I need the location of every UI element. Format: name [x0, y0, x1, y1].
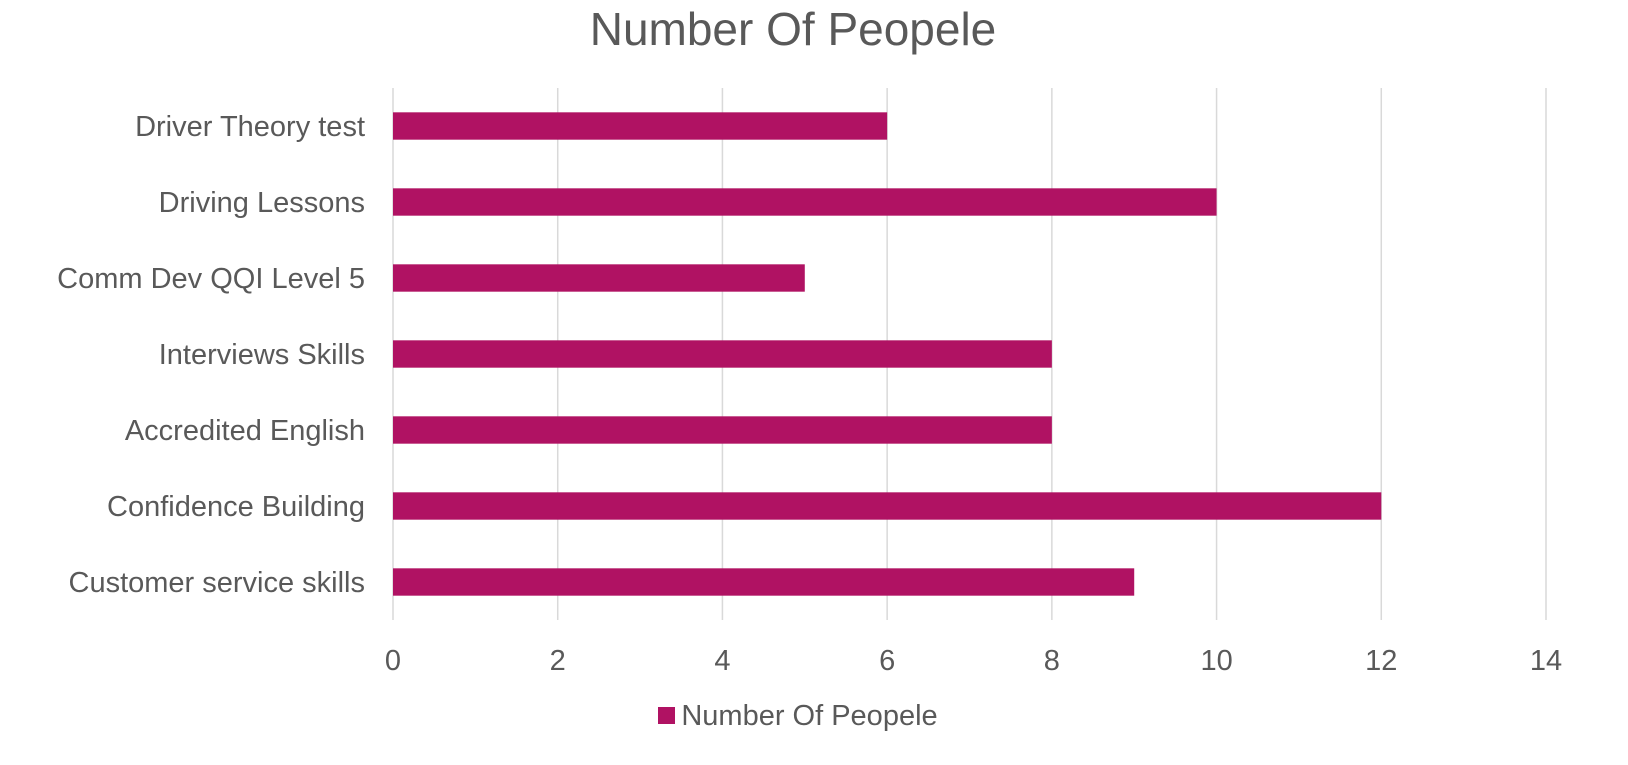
- x-tick-label: 12: [1365, 645, 1397, 677]
- legend-swatch: [658, 707, 676, 724]
- bar: [393, 416, 1052, 444]
- category-label: Customer service skills: [69, 567, 366, 599]
- legend: Number Of Peopele: [0, 700, 1596, 733]
- bars: [393, 112, 1382, 596]
- x-tick-label: 0: [385, 645, 401, 677]
- bar: [393, 112, 888, 140]
- x-tick-label: 4: [714, 645, 730, 677]
- bar: [393, 188, 1217, 216]
- x-tick-label: 14: [1530, 645, 1562, 677]
- bar: [393, 340, 1052, 368]
- category-label: Confidence Building: [107, 491, 365, 523]
- x-tick-label: 8: [1044, 645, 1060, 677]
- x-tick-labels: 0 2 4 6 8 10 12 14: [385, 645, 1562, 677]
- category-label: Accredited English: [125, 415, 365, 447]
- x-tick-label: 2: [550, 645, 566, 677]
- bar: [393, 492, 1382, 520]
- bar: [393, 264, 805, 292]
- bar: [393, 568, 1135, 596]
- category-labels: Customer service skills Confidence Buildi…: [57, 111, 365, 599]
- legend-label: Number Of Peopele: [681, 700, 938, 732]
- chart-plot: Customer service skills Confidence Buildi…: [57, 88, 1562, 677]
- category-label: Interviews Skills: [159, 339, 365, 371]
- x-tick-label: 10: [1200, 645, 1232, 677]
- x-tick-label: 6: [879, 645, 895, 677]
- chart-title: Number Of Peopele: [589, 3, 997, 55]
- category-label: Driver Theory test: [135, 111, 365, 143]
- category-label: Driving Lessons: [159, 187, 365, 219]
- category-label: Comm Dev QQI Level 5: [57, 263, 365, 295]
